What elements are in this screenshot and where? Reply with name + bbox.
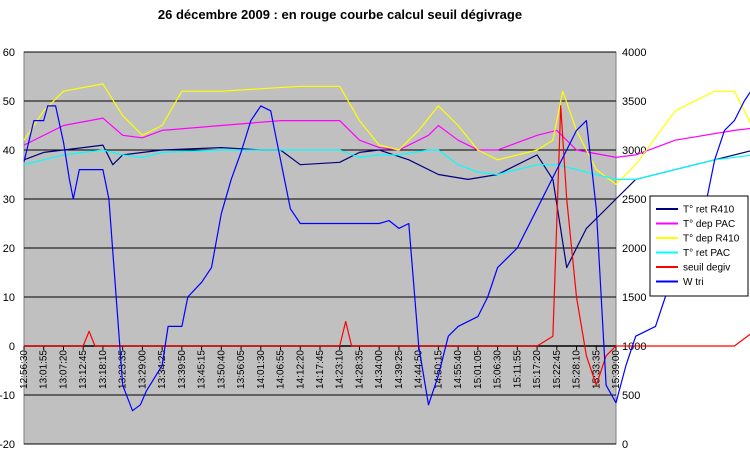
legend-label-3: T° ret PAC <box>683 248 730 259</box>
y-right-tick-3: 1500 <box>622 292 646 304</box>
grid-lines <box>24 51 616 445</box>
x-tick-label-29: 15:33:35 <box>591 350 602 389</box>
y-right-tick-5: 2500 <box>622 194 646 206</box>
x-tick-label-24: 15:06:30 <box>493 350 504 389</box>
x-tick-label-3: 13:12:45 <box>78 350 89 389</box>
y-right-tick-2: 1000 <box>622 341 646 353</box>
legend: T° ret R410 T° dep PAC T° dep R410 T° ret P… <box>649 195 749 297</box>
series-line-5 <box>23 91 750 412</box>
x-tick-label-8: 13:39:50 <box>177 350 188 389</box>
legend-label-0: T° ret R410 <box>683 205 735 216</box>
x-tick-label-18: 14:34:00 <box>374 350 385 389</box>
legend-box <box>649 195 749 297</box>
x-tick-label-0: 12:56:30 <box>19 350 30 389</box>
y-left-tick-1: -10 <box>0 390 15 402</box>
x-tick-label-21: 14:50:15 <box>433 350 444 389</box>
y-right-tick-7: 3500 <box>622 96 646 108</box>
y-left-tick-8: 60 <box>3 47 15 59</box>
x-tick-label-1: 13:01:55 <box>39 350 50 389</box>
x-tick-label-11: 13:56:05 <box>236 350 247 389</box>
x-tick-label-23: 15:01:05 <box>473 350 484 389</box>
series-lines <box>23 83 750 412</box>
x-tick-label-28: 15:28:10 <box>572 350 583 389</box>
y-left-tick-5: 30 <box>3 194 15 206</box>
legend-label-2: T° dep R410 <box>683 234 740 245</box>
y-left-tick-2: 0 <box>9 341 15 353</box>
series-line-1 <box>23 117 750 158</box>
x-tick-label-5: 13:23:35 <box>118 350 129 389</box>
y-right-tick-6: 3000 <box>622 145 646 157</box>
y-left-tick-4: 20 <box>3 243 15 255</box>
y-right-tick-4: 2000 <box>622 243 646 255</box>
x-tick-label-6: 13:29:00 <box>137 350 148 389</box>
x-tick-label-27: 15:22:45 <box>552 350 563 389</box>
x-tick-label-25: 15:11:55 <box>512 350 523 389</box>
x-tick-label-4: 13:18:10 <box>98 350 109 389</box>
x-tick-label-16: 14:23:10 <box>335 350 346 389</box>
y-right-tick-1: 500 <box>622 390 640 402</box>
series-line-3 <box>23 149 750 180</box>
x-tick-label-9: 13:45:15 <box>197 350 208 389</box>
legend-label-5: W tri <box>683 277 704 288</box>
x-tick-label-17: 14:28:35 <box>354 350 365 389</box>
y-left-tick-0: -20 <box>0 439 15 451</box>
chart-title: 26 décembre 2009 : en rouge courbe calcu… <box>158 7 522 22</box>
x-tick-label-12: 14:01:30 <box>256 350 267 389</box>
x-tick-label-15: 14:17:45 <box>315 350 326 389</box>
y-left-tick-3: 10 <box>3 292 15 304</box>
x-tick-label-7: 13:34:25 <box>157 350 168 389</box>
x-tick-label-2: 13:07:20 <box>58 350 69 389</box>
y-right-tick-8: 4000 <box>622 47 646 59</box>
x-tick-label-10: 13:50:40 <box>216 350 227 389</box>
y-axis-left: -20 -10 0 10 20 30 40 50 60 <box>0 47 15 451</box>
legend-label-4: seuil degiv <box>683 263 730 274</box>
series-line-0 <box>23 144 750 269</box>
series-line-2 <box>23 83 750 185</box>
legend-label-1: T° dep PAC <box>683 219 735 230</box>
x-tick-label-26: 15:17:20 <box>532 350 543 389</box>
series-line-4 <box>24 105 750 386</box>
x-tick-label-20: 14:44:50 <box>414 350 425 389</box>
y-axis-right: 0 500 1000 1500 2000 2500 3000 3500 4000 <box>622 47 646 451</box>
y-left-tick-6: 40 <box>3 145 15 157</box>
y-right-tick-0: 0 <box>622 439 628 451</box>
x-tick-label-30: 15:39:00 <box>611 350 622 389</box>
x-tick-label-22: 14:55:40 <box>453 350 464 389</box>
x-tick-label-14: 14:12:20 <box>295 350 306 389</box>
x-tick-label-19: 14:39:25 <box>394 350 405 389</box>
x-tick-label-13: 14:06:55 <box>276 350 287 389</box>
y-left-tick-7: 50 <box>3 96 15 108</box>
